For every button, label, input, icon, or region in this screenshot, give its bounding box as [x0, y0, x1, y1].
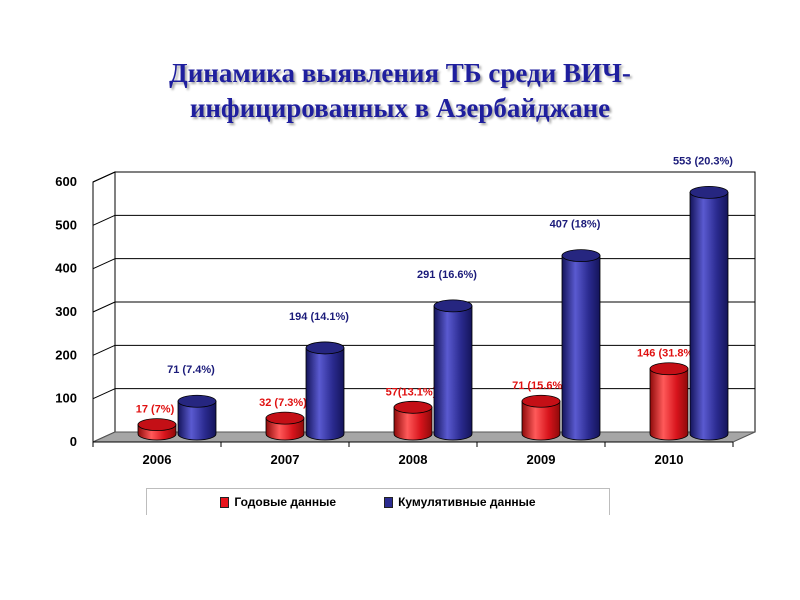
y-tick-label: 400	[55, 261, 77, 276]
bar-body	[177, 400, 217, 441]
gridline-side	[92, 258, 116, 270]
data-label-annual: 32 (7.3%)	[259, 397, 307, 409]
bar-annual	[137, 418, 177, 441]
data-label-annual: 57(13.1%)	[386, 386, 437, 398]
y-tick-label: 600	[55, 174, 77, 189]
gridline-side	[92, 171, 116, 183]
y-tick-label: 0	[70, 434, 77, 449]
y-tick-label: 100	[55, 391, 77, 406]
bar-top	[689, 185, 729, 199]
bar-top	[137, 418, 177, 432]
chart-title-line-1: Динамика выявления ТБ среди ВИЧ-	[169, 58, 631, 88]
x-tick-label: 2006	[143, 452, 172, 467]
legend-label-annual: Годовые данные	[234, 495, 337, 509]
data-label-cumulative: 71 (7.4%)	[167, 364, 215, 376]
data-label-annual: 146 (31.8%)	[637, 348, 697, 360]
data-label-annual: 71 (15.6%)	[512, 380, 566, 392]
data-label-cumulative: 553 (20.3%)	[673, 155, 733, 167]
gridline-side	[92, 214, 116, 226]
y-tick-label: 500	[55, 217, 77, 232]
bar-cumulative	[433, 299, 473, 441]
data-label-cumulative: 407 (18%)	[550, 219, 601, 231]
y-tick-label: 200	[55, 347, 77, 362]
x-tick-label: 2009	[527, 452, 556, 467]
bar-top	[177, 394, 217, 408]
legend: Годовые данные Кумулятивные данные	[146, 488, 610, 515]
bar-body	[393, 406, 433, 441]
x-tick-label: 2010	[655, 452, 684, 467]
x-tick-label: 2007	[271, 452, 300, 467]
legend-swatch-annual	[220, 496, 230, 508]
bar-annual	[649, 362, 689, 441]
legend-item-annual: Годовые данные	[220, 495, 336, 509]
bar-body	[649, 368, 689, 441]
bar-cumulative	[561, 249, 601, 441]
bar-body	[433, 305, 473, 441]
bar-body	[689, 191, 729, 441]
bar-top	[265, 411, 305, 425]
chart-title-line-2: инфицированных в Азербайджане	[189, 93, 611, 123]
bar-annual	[265, 411, 305, 441]
bar-body	[521, 400, 561, 441]
x-tick-label: 2008	[399, 452, 428, 467]
bar-top	[393, 400, 433, 414]
legend-item-cumulative: Кумулятивные данные	[384, 495, 536, 509]
legend-swatch-cumulative	[384, 496, 394, 508]
bar-cumulative	[177, 394, 217, 441]
bar-body	[561, 255, 601, 441]
data-label-cumulative: 291 (16.6%)	[417, 269, 477, 281]
bar-top	[521, 394, 561, 408]
data-label-cumulative: 194 (14.1%)	[289, 311, 349, 323]
data-label-annual: 17 (7%)	[136, 404, 175, 416]
chart-title: Динамика выявления ТБ среди ВИЧ- инфицир…	[60, 56, 740, 126]
bar-annual	[521, 394, 561, 441]
bar-top	[433, 299, 473, 313]
bar-top	[649, 362, 689, 376]
bar-cumulative	[305, 341, 345, 441]
y-tick-label: 300	[55, 304, 77, 319]
gridline-side	[92, 344, 116, 356]
bar-body	[305, 347, 345, 441]
gridline-side	[92, 388, 116, 400]
bar-top	[561, 249, 601, 263]
gridline-side	[92, 301, 116, 313]
bar-top	[305, 341, 345, 355]
legend-label-cumulative: Кумулятивные данные	[398, 495, 536, 509]
bar-cumulative	[689, 185, 729, 441]
bar-annual	[393, 400, 433, 441]
